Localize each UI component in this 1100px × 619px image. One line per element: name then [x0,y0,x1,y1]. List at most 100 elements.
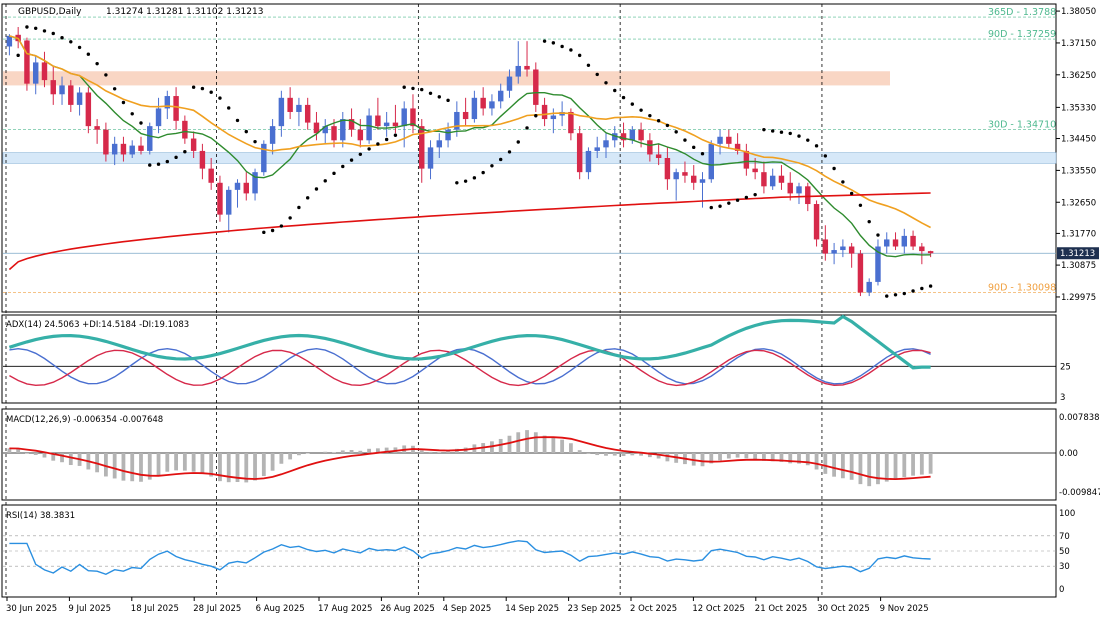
sar-dot [130,112,134,116]
macd-tick-label: 0.00 [1059,449,1078,459]
candle [603,133,609,158]
sar-dot [849,191,854,196]
candle-body [541,104,548,120]
candle [778,165,785,190]
candle-body [454,111,460,130]
candle [664,147,671,190]
candle-body [699,179,706,183]
candle-body [357,129,364,141]
sar-dot [235,118,240,123]
candle-body [401,108,407,127]
candle-body [892,239,899,247]
candle-body [515,65,521,77]
candle-body [734,143,741,151]
sar-dot [665,123,670,128]
sar-dot [69,40,73,44]
candle [822,225,829,261]
candle-body [489,101,495,109]
sar-dot [376,142,380,146]
candle-body [32,62,39,84]
candle-body [726,136,732,144]
candle [866,278,872,297]
sar-dot [323,179,327,183]
candle-body [50,80,56,95]
sar-dot [727,201,731,205]
sar-dot [218,96,222,100]
candle [410,94,416,134]
candle [927,250,934,258]
sar-dot [735,198,740,202]
candle [24,37,30,91]
date-axis: 30 Jun 2025 9 Jul 2025 18 Jul 2025 28 Jul 2… [6,597,929,614]
chart-symbol-label: GBPUSD,Daily [18,7,82,17]
candle-body [550,115,557,120]
price-tick-label: 1.36250 [1061,71,1096,81]
sar-dot [569,48,573,52]
sar-dot [858,203,863,208]
candle-body [585,150,592,173]
candle [743,143,750,176]
candle [208,158,214,190]
candle [541,97,548,127]
sar-dot [262,230,266,235]
candle-body [182,120,188,139]
sar-dot [718,204,722,208]
candle-body [392,122,399,127]
sar-dot [437,95,441,99]
candle [576,126,583,180]
sar-dot [156,162,161,166]
candle [901,228,908,254]
candle [919,242,925,265]
candle-body [927,251,934,254]
candle-body [375,115,381,127]
candle [840,239,846,258]
date-label: 14 Sep 2025 [505,604,559,614]
sar-dot [648,113,652,118]
candle [322,119,328,144]
sar-dot [270,228,275,233]
candle [445,122,451,148]
candle [252,168,258,201]
support-resistance-zones [2,71,1057,164]
date-label: 23 Sep 2025 [568,604,622,614]
sar-dot [77,45,82,50]
price-axis: 1.38050 1.37150 1.36250 1.35330 1.34450 1.335… [1056,7,1099,303]
candle-body [462,111,469,120]
sar-dot [604,81,608,85]
candle [524,41,530,77]
candle-body [471,97,478,120]
candle-body [243,182,249,194]
sar-dot [86,52,91,56]
candle [304,97,311,130]
sar-dot [349,158,354,162]
candle-body [278,97,285,127]
sar-dot [841,180,845,184]
sar-dot [525,126,529,130]
candle [234,179,241,208]
sar-dot [656,119,661,123]
sar-dot [446,98,450,103]
candle-body [85,92,92,127]
sar-dot [902,291,906,296]
candle [173,87,179,130]
candle-body [831,250,837,254]
candle-body [296,104,302,112]
candle [612,126,618,148]
candle [138,136,144,155]
sar-dot [586,63,591,67]
candle [682,161,688,183]
sar-dot [753,192,757,197]
macd-tick-label: 0.007838 [1059,413,1100,423]
candle-body [866,281,872,293]
candle [436,133,443,158]
rsi-panel: 100 70 50 30 0 [3,509,1075,595]
candle-body [743,150,750,169]
price-tick-label: 1.31770 [1061,229,1096,239]
candle [655,143,662,166]
date-label: 9 Jul 2025 [68,604,111,614]
zone-1 [2,152,1057,164]
candle [796,182,802,205]
date-label: 17 Aug 2025 [318,604,372,614]
candle-body [68,85,74,105]
